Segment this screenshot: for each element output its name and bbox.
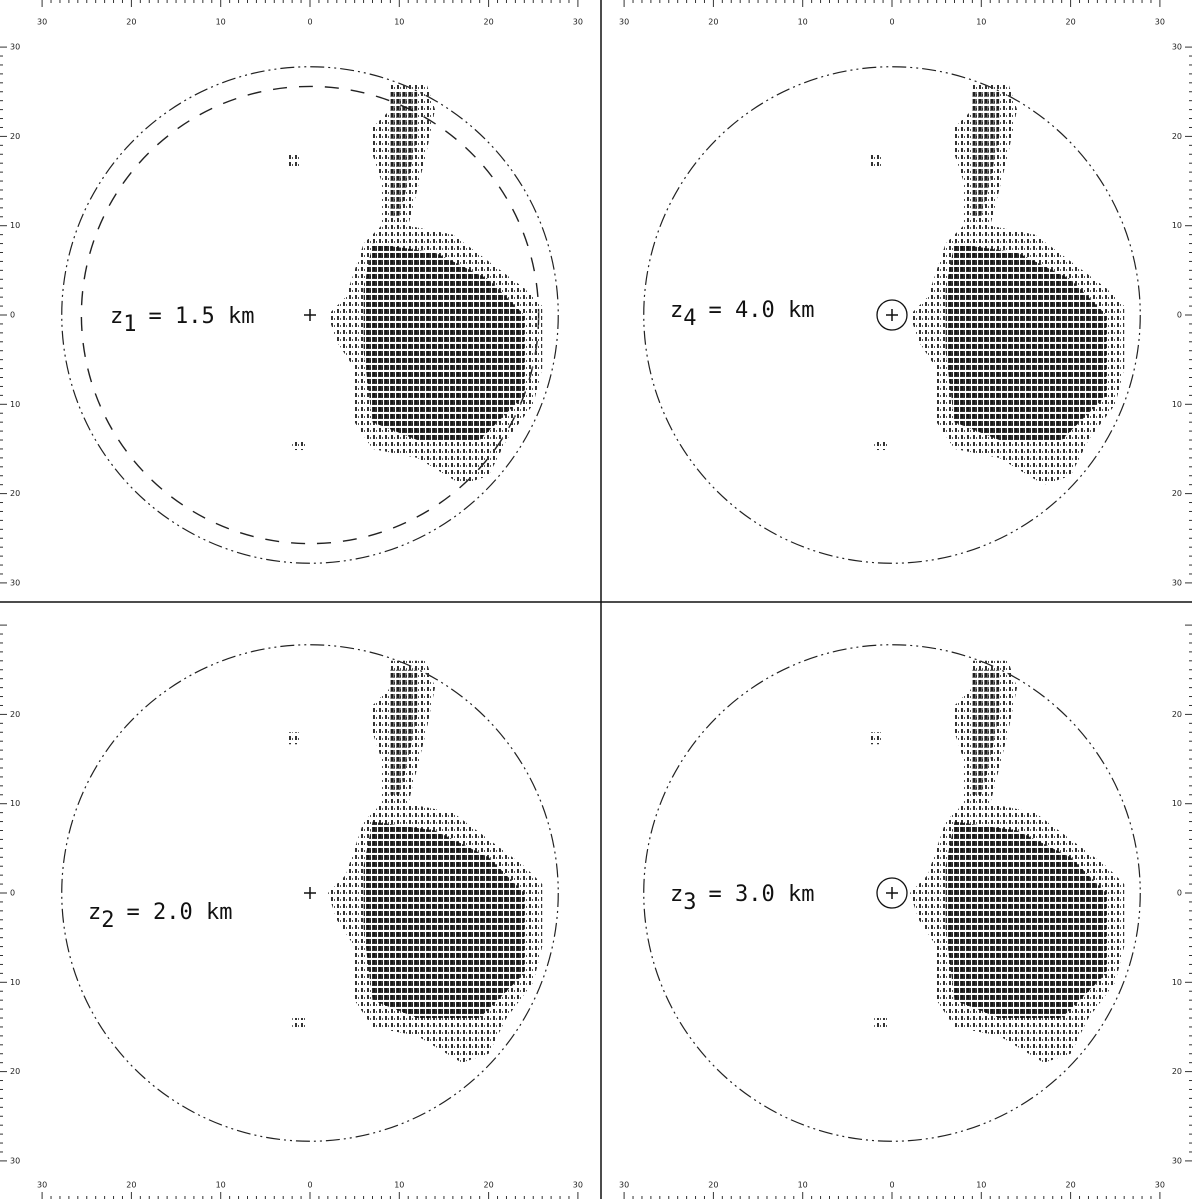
echo-cell (874, 1018, 888, 1028)
axis-label: 30 (1172, 1156, 1182, 1165)
axis-label: 0 (307, 18, 312, 27)
axis-label: 30 (1172, 578, 1182, 587)
echo-cell (292, 440, 306, 450)
axis-label: 20 (10, 489, 20, 498)
axis-label: 20 (1172, 710, 1182, 719)
height-value: = 2.0 km (127, 900, 233, 925)
axis-label: 10 (1172, 978, 1182, 987)
echo-cell (288, 732, 300, 744)
axis-label: 10 (216, 1181, 226, 1190)
axis-label: 0 (889, 18, 894, 27)
height-subscript: 1 (123, 312, 136, 337)
echo-cell (292, 1018, 306, 1028)
axis-label: 0 (10, 311, 15, 320)
axis-label: 10 (394, 1181, 404, 1190)
axis-label: 10 (10, 221, 20, 230)
axis-label: 30 (37, 18, 47, 27)
height-value: = 1.5 km (149, 304, 255, 329)
axis-label: 30 (573, 1181, 583, 1190)
height-subscript: 4 (683, 306, 696, 331)
height-value: = 4.0 km (709, 298, 815, 323)
axis-label: 10 (976, 18, 986, 27)
height-symbol: z (110, 304, 123, 329)
axis-label: 20 (708, 18, 718, 27)
axis-label: 30 (37, 1181, 47, 1190)
axis-label: 20 (1066, 18, 1076, 27)
axis-label: 10 (10, 978, 20, 987)
height-symbol: z (88, 900, 101, 925)
axis-label: 20 (1172, 132, 1182, 141)
axis-label: 30 (1172, 43, 1182, 52)
height-subscript: 3 (683, 890, 696, 915)
axis-label: 10 (798, 1181, 808, 1190)
axis-label: 0 (307, 1181, 312, 1190)
axis-label: 20 (1172, 489, 1182, 498)
axis-label: 30 (10, 1156, 20, 1165)
axis-label: 20 (708, 1181, 718, 1190)
echo-cell (870, 732, 882, 744)
axis-label: 20 (1066, 1181, 1076, 1190)
axis-label: 30 (619, 1181, 629, 1190)
axis-label: 20 (484, 1181, 494, 1190)
axis-label: 30 (1155, 18, 1165, 27)
axis-label: 20 (484, 18, 494, 27)
axis-label: 20 (10, 132, 20, 141)
echo-cell (874, 440, 888, 450)
axis-label: 0 (10, 889, 15, 898)
axis-label: 0 (889, 1181, 894, 1190)
axis-label: 20 (1172, 1067, 1182, 1076)
axis-label: 30 (10, 43, 20, 52)
axis-label: 0 (1177, 889, 1182, 898)
axis-label: 10 (1172, 799, 1182, 808)
axis-label: 10 (798, 18, 808, 27)
axis-label: 10 (216, 18, 226, 27)
axis-label: 10 (10, 799, 20, 808)
axis-label: 0 (1177, 311, 1182, 320)
axis-label: 20 (126, 18, 136, 27)
axis-label: 20 (10, 1067, 20, 1076)
axis-label: 10 (976, 1181, 986, 1190)
echo-cell (288, 154, 300, 166)
axis-label: 10 (1172, 221, 1182, 230)
height-symbol: z (670, 882, 683, 907)
axis-label: 30 (10, 578, 20, 587)
axis-label: 10 (394, 18, 404, 27)
height-subscript: 2 (101, 908, 114, 933)
height-symbol: z (670, 298, 683, 323)
axis-label: 30 (1155, 1181, 1165, 1190)
axis-label: 30 (573, 18, 583, 27)
axis-label: 10 (1172, 400, 1182, 409)
height-value: = 3.0 km (709, 882, 815, 907)
echo-cell (870, 154, 882, 166)
axis-label: 20 (10, 710, 20, 719)
axis-label: 20 (126, 1181, 136, 1190)
axis-label: 10 (10, 400, 20, 409)
axis-label: 30 (619, 18, 629, 27)
figure: 30302020101000101020203030z1= 1.5 km3030… (0, 0, 1192, 1199)
